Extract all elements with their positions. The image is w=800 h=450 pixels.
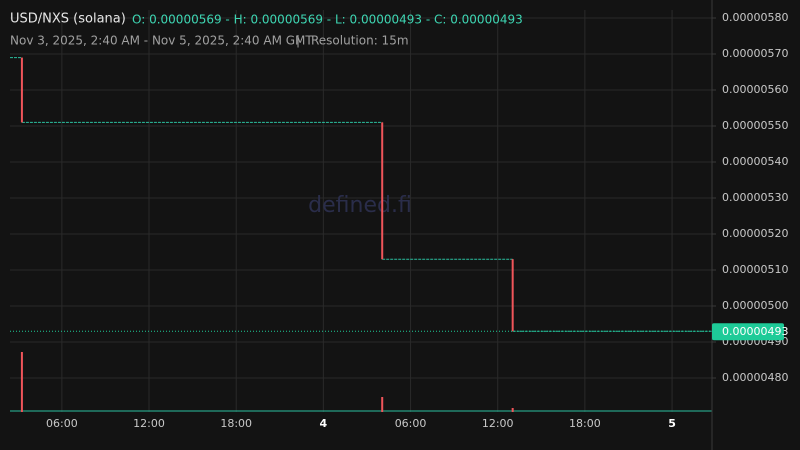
y-tick-label: 0.00000510: [722, 263, 788, 276]
last-price-tag: [712, 323, 784, 341]
x-tick-label: 12:00: [482, 417, 514, 430]
x-tick-label: 18:00: [569, 417, 601, 430]
volume-bar: [511, 408, 514, 412]
candle-body: [20, 57, 23, 123]
y-tick-label: 0.00000500: [722, 299, 788, 312]
y-tick-label: 0.00000540: [722, 155, 788, 168]
y-tick-label: 0.00000550: [722, 119, 788, 132]
x-tick-label: 4: [320, 417, 328, 430]
y-tick-label: 0.00000530: [722, 191, 788, 204]
grid: [10, 10, 712, 412]
y-tick-label: 0.00000580: [722, 11, 788, 24]
x-tick-label: 06:00: [46, 417, 78, 430]
y-tick-label: 0.00000560: [722, 83, 788, 96]
volume-bar: [381, 397, 384, 412]
last-price-label: 0.00000493: [722, 325, 788, 338]
y-tick-label: 0.00000570: [722, 47, 788, 60]
watermark: defined.fi: [308, 193, 412, 218]
chart-title: USD/NXS (solana): [10, 12, 126, 27]
x-tick-label: 12:00: [133, 417, 165, 430]
candle-body: [381, 122, 384, 260]
x-tick-label: 06:00: [395, 417, 427, 430]
resolution[interactable]: Resolution: 15m: [311, 34, 409, 48]
x-tick-label: 5: [668, 417, 676, 430]
x-tick-label: 18:00: [220, 417, 252, 430]
y-tick-label: 0.00000480: [722, 371, 788, 384]
volume-bar: [20, 352, 23, 412]
y-tick-label: 0.00000520: [722, 227, 788, 240]
candle-body: [511, 259, 514, 332]
marks: [10, 57, 712, 412]
separator: |: [296, 34, 300, 48]
date-range: Nov 3, 2025, 2:40 AM - Nov 5, 2025, 2:40…: [10, 34, 313, 48]
ohlc-label: O: 0.00000569 - H: 0.00000569 - L: 0.000…: [132, 13, 523, 27]
